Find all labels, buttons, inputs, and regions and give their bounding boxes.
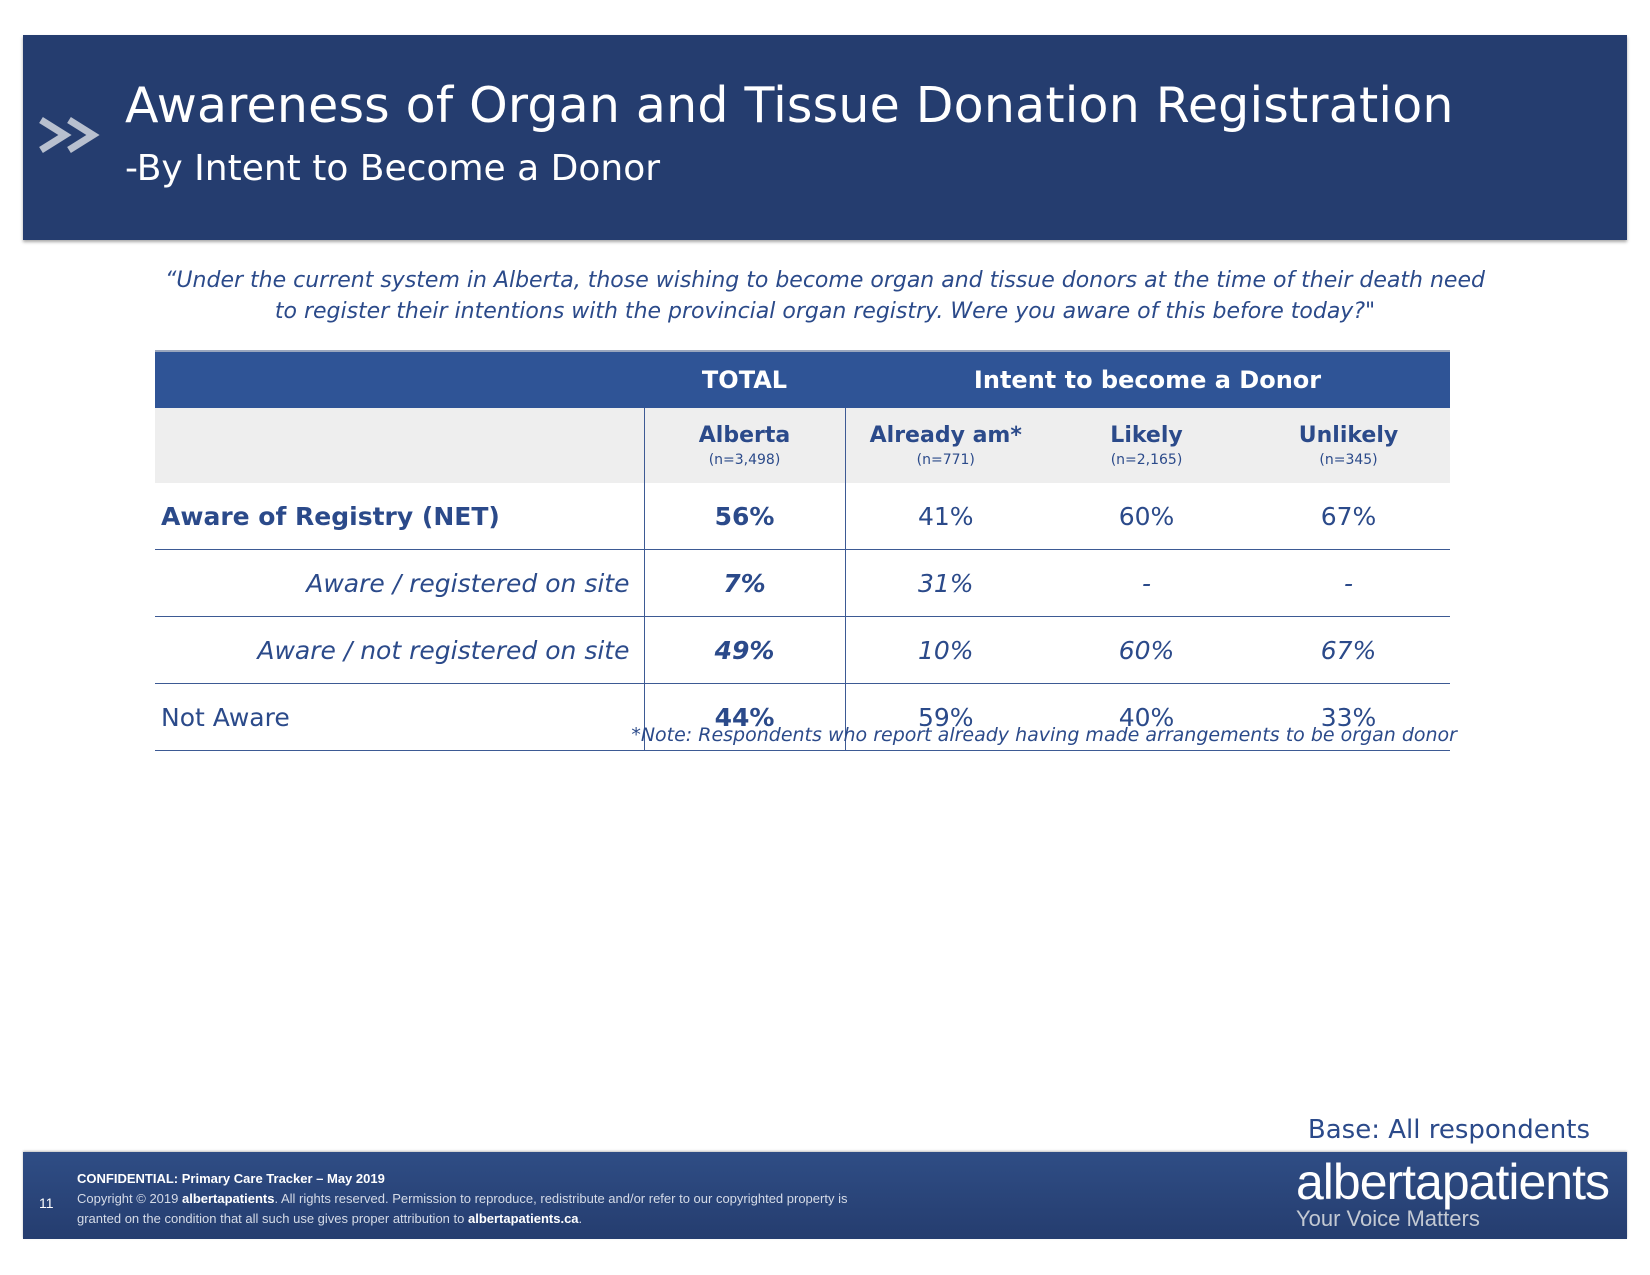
survey-question: “Under the current system in Alberta, th… <box>100 265 1550 327</box>
confidential-line: CONFIDENTIAL: Primary Care Tracker – May… <box>77 1169 977 1189</box>
table-row: Aware / registered on site 7% 31% - - <box>155 549 1451 617</box>
table-cell: 60% <box>1046 616 1247 684</box>
copyright-rest: . All rights reserved. Permission to rep… <box>274 1191 848 1206</box>
table-band-row: TOTAL Intent to become a Donor <box>155 350 1451 408</box>
brand-logo: albertapatients Your Voice Matters <box>1295 1154 1610 1232</box>
column-label: Alberta <box>698 423 791 448</box>
row-label: Aware / registered on site <box>155 549 645 617</box>
table-cell: 67% <box>1247 483 1451 550</box>
band-total: TOTAL <box>644 350 845 408</box>
band-intent: Intent to become a Donor <box>845 350 1451 408</box>
copyright-prefix: Copyright © 2019 <box>77 1191 179 1206</box>
copyright-line: Copyright © 2019 albertapatients. All ri… <box>77 1189 977 1209</box>
column-sample-size: (n=771) <box>916 452 975 468</box>
table-cell: 59% <box>845 683 1046 751</box>
table-cell: - <box>1046 549 1247 617</box>
attribution-prefix: granted on the condition that all such u… <box>77 1211 465 1226</box>
table-row: Not Aware 44% 59% 40% 33% <box>155 683 1451 751</box>
page-title: Awareness of Organ and Tissue Donation R… <box>125 77 1454 134</box>
column-label: Likely <box>1110 423 1183 448</box>
table-cell: 10% <box>845 616 1046 684</box>
column-sample-size: (n=2,165) <box>1110 452 1183 468</box>
column-sample-size: (n=345) <box>1319 452 1378 468</box>
results-table: TOTAL Intent to become a Donor Alberta (… <box>155 350 1451 751</box>
column-sample-size: (n=3,498) <box>708 452 781 468</box>
double-chevron-icon <box>39 117 100 153</box>
row-label: Not Aware <box>155 683 645 751</box>
copyright-brand: albertapatients <box>181 1191 275 1206</box>
table-cell: 67% <box>1247 616 1451 684</box>
page-subtitle: -By Intent to Become a Donor <box>125 148 661 189</box>
footer-bar: 11 CONFIDENTIAL: Primary Care Tracker – … <box>23 1152 1627 1239</box>
table-row: Aware / not registered on site 49% 10% 6… <box>155 616 1451 684</box>
column-header-alberta: Alberta (n=3,498) <box>644 408 846 483</box>
table-cell: 41% <box>845 483 1046 550</box>
table-cell: 44% <box>644 683 846 751</box>
attribution-suffix: . <box>578 1211 583 1226</box>
question-line-2: to register their intentions with the pr… <box>274 299 1376 324</box>
table-cell: 40% <box>1046 683 1247 751</box>
logo-tagline: Your Voice Matters <box>1295 1206 1480 1231</box>
table-cell: 60% <box>1046 483 1247 550</box>
row-label: Aware / not registered on site <box>155 616 645 684</box>
logo-name: albertapatients <box>1295 1154 1610 1210</box>
page-number: 11 <box>39 1195 54 1211</box>
row-label: Aware of Registry (NET) <box>155 483 645 550</box>
table-cell: - <box>1247 549 1451 617</box>
column-header-unlikely: Unlikely (n=345) <box>1247 408 1451 483</box>
column-label: Already am* <box>869 423 1022 448</box>
table-cell: 7% <box>644 549 846 617</box>
column-label: Unlikely <box>1298 423 1399 448</box>
table-subheader-row: Alberta (n=3,498) Already am* (n=771) Li… <box>155 408 1451 483</box>
question-line-1: “Under the current system in Alberta, th… <box>165 268 1485 293</box>
title-banner: Awareness of Organ and Tissue Donation R… <box>23 35 1627 240</box>
confidential-label: CONFIDENTIAL: <box>77 1171 179 1186</box>
table-cell: 31% <box>845 549 1046 617</box>
attribution-site: albertapatients.ca <box>467 1211 579 1226</box>
band-empty-cell <box>155 350 644 408</box>
column-header-likely: Likely (n=2,165) <box>1046 408 1247 483</box>
table-cell: 33% <box>1247 683 1451 751</box>
table-row: Aware of Registry (NET) 56% 41% 60% 67% <box>155 483 1451 550</box>
footer-text: CONFIDENTIAL: Primary Care Tracker – May… <box>77 1169 977 1229</box>
attribution-line: granted on the condition that all such u… <box>77 1209 977 1229</box>
table-cell: 49% <box>644 616 846 684</box>
table-cell: 56% <box>644 483 846 550</box>
base-label: Base: All respondents <box>1307 1115 1590 1145</box>
column-header-already-am: Already am* (n=771) <box>845 408 1046 483</box>
subheader-empty-cell <box>155 408 645 483</box>
footnote: *Note: Respondents who report already ha… <box>631 724 1457 746</box>
confidential-text: Primary Care Tracker – May 2019 <box>181 1171 385 1186</box>
